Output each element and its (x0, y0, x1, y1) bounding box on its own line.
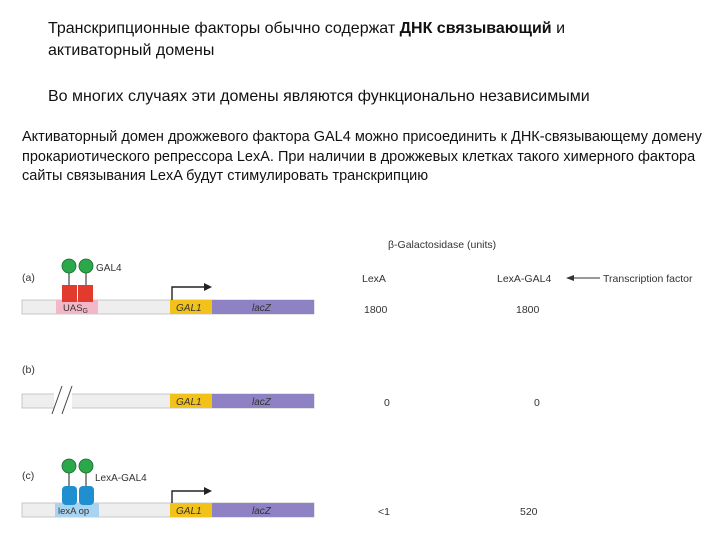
row-c-lacz-label: lacZ (252, 506, 272, 517)
row-c-lexa-operator (55, 503, 99, 517)
row-a-uas-label: UASG (63, 303, 88, 315)
transcription-factor-arrow (566, 275, 600, 281)
row-b-value-lexa: 0 (384, 397, 390, 409)
intro-line-1-suffix: и (551, 20, 566, 37)
row-c-label: (c) (22, 470, 34, 482)
column-lexa: LexA (362, 273, 386, 285)
intro-line-1: Транскрипционные факторы обычно содержат… (48, 18, 688, 62)
row-c-lexa-op-label: lexA op (58, 506, 89, 517)
row-b-value-lexa-gal4: 0 (534, 397, 540, 409)
row-a-lacz-label: lacZ (252, 303, 272, 314)
row-b-lacz-label: lacZ (252, 397, 272, 408)
row-c-value-lexa-gal4: 520 (520, 506, 538, 518)
row-c-lexa-dbd-right (79, 486, 94, 505)
row-c-lexa-dbd-left (62, 486, 77, 505)
row-c-gal1-label: GAL1 (176, 506, 202, 517)
intro-line-1-prefix: Транскрипционные факторы обычно содержат (48, 20, 400, 37)
row-a-label: (a) (22, 272, 35, 284)
row-c-lexa-gal4-label: LexA-GAL4 (95, 473, 147, 484)
row-b-lacz-box (212, 394, 314, 408)
beta-galactosidase-header: β-Galactosidase (units) (388, 239, 496, 251)
row-b-gal1-label: GAL1 (176, 397, 202, 408)
column-lexa-gal4: LexA-GAL4 (497, 273, 551, 285)
independence-paragraph: Во многих случаях эти домены являются фу… (48, 88, 590, 105)
row-c-lacz-box (212, 503, 314, 517)
row-a-value-lexa: 1800 (364, 304, 388, 316)
row-a-gal1-box (170, 300, 212, 314)
row-a-activation-domain-right (78, 258, 94, 274)
row-a-lacz-box (212, 300, 314, 314)
intro-line-2: активаторный домены (48, 42, 215, 59)
gal4-lexa-paragraph: Активаторный домен дрожжевого фактора GA… (22, 129, 702, 184)
transcription-factor-label: Transcription factor (603, 273, 693, 285)
row-a-gal4-label: GAL4 (96, 263, 122, 274)
row-c-activation-domain-left (61, 458, 77, 474)
row-c: (c) lexA op LexA-GAL4 GAL1 lacZ <1 520 (21, 458, 538, 518)
row-a-gal4-dbd-right (78, 285, 93, 302)
row-c-activation-domain-right (78, 458, 94, 474)
row-a-gal4-dbd-left (62, 285, 77, 302)
row-b-gal1-box (170, 394, 212, 408)
intro-line-1-bold: ДНК связывающий (399, 20, 552, 37)
row-b-label: (b) (22, 364, 35, 376)
row-a-gal1-label: GAL1 (176, 303, 202, 314)
row-a-value-lexa-gal4: 1800 (516, 304, 540, 316)
row-b: (b) GAL1 lacZ 0 0 (21, 364, 540, 415)
row-c-value-lexa: <1 (378, 506, 390, 518)
row-a-uas-site (56, 300, 98, 314)
row-a: (a) UASG GAL4 GAL1 lacZ 1800 1800 (21, 258, 540, 316)
row-c-gal1-box (170, 503, 212, 517)
row-a-activation-domain-left (61, 258, 77, 274)
